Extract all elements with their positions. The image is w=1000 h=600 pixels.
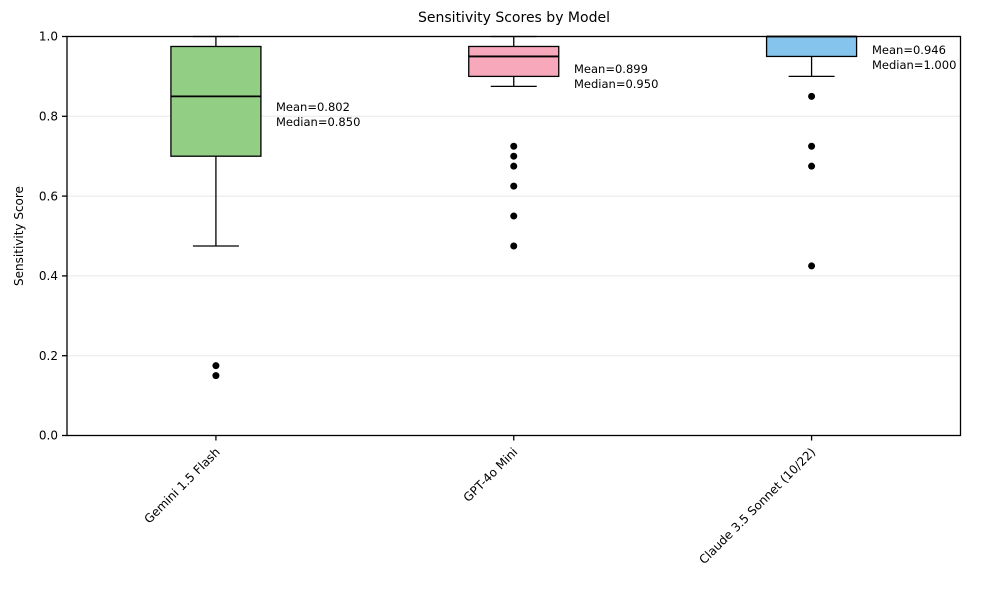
outlier-dot xyxy=(808,162,816,170)
outlier-dot xyxy=(808,262,816,270)
outlier-dot xyxy=(510,162,518,170)
annotation-mean-line: Mean=0.802 xyxy=(276,100,350,114)
annotation-gemini-stats: Mean=0.802 Median=0.850 xyxy=(276,100,360,130)
annotation-claude-stats: Mean=0.946 Median=1.000 xyxy=(872,43,956,73)
annotation-mean-line: Mean=0.946 xyxy=(872,43,946,57)
outlier-dot xyxy=(212,372,220,380)
box-rect xyxy=(468,45,560,78)
box-rect xyxy=(170,45,262,157)
y-tick-label: 0.4 xyxy=(39,269,58,283)
annotation-median-line: Median=0.950 xyxy=(574,77,659,91)
annotation-median-line: Median=0.850 xyxy=(276,115,361,129)
outlier-dot xyxy=(212,362,220,370)
outlier-dot xyxy=(510,152,518,160)
annotation-mean-line: Mean=0.899 xyxy=(574,62,648,76)
y-tick-label: 0.8 xyxy=(39,110,58,124)
chart-title: Sensitivity Scores by Model xyxy=(418,10,610,26)
annotation-gpt4o-stats: Mean=0.899 Median=0.950 xyxy=(574,62,658,92)
y-tick-label: 1.0 xyxy=(39,30,58,44)
y-axis-label: Sensitivity Score xyxy=(12,186,26,286)
outlier-dot xyxy=(510,242,518,250)
y-tick-label: 0.0 xyxy=(39,429,58,443)
outlier-dot xyxy=(808,92,816,100)
outlier-dot xyxy=(808,142,816,150)
y-tick-label: 0.6 xyxy=(39,189,58,203)
y-tick-label: 0.2 xyxy=(39,349,58,363)
annotation-median-line: Median=1.000 xyxy=(872,58,957,72)
outlier-dot xyxy=(510,142,518,150)
outlier-dot xyxy=(510,182,518,190)
box-rect xyxy=(765,35,858,58)
outlier-dot xyxy=(510,212,518,220)
